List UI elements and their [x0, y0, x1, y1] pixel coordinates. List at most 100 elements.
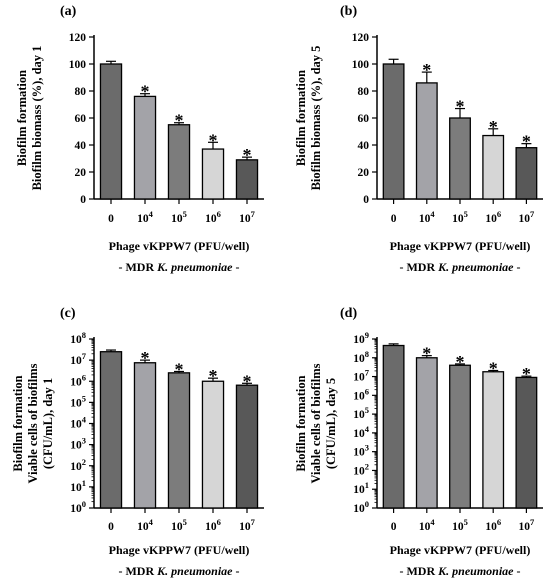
x-tick-label: 0 [108, 521, 114, 533]
y-axis-label: (CFU/mL), day 5 [324, 378, 338, 469]
x-tick-label: 106 [485, 209, 501, 225]
significance-star: * [456, 352, 465, 372]
bar [133, 362, 157, 509]
chart-panel-d: (d) Biofilm formation Viable cells of biof… [294, 306, 543, 578]
significance-star: * [522, 364, 531, 384]
significance-star: * [141, 348, 150, 368]
significance-star: * [243, 371, 252, 391]
y-tick-label: 80 [75, 86, 87, 98]
bar [415, 357, 438, 509]
y-tick-label: 20 [75, 167, 87, 179]
y-tick-label: 108 [353, 349, 369, 365]
chart-subtitle: - MDR K. pneumoniae - [118, 260, 239, 274]
y-axis-label: Biofilm formation [294, 70, 308, 166]
y-tick-label: 106 [353, 386, 369, 402]
chart-panel-c: (c) Biofilm formation Viable cells of biof… [11, 306, 264, 578]
significance-star: * [141, 82, 150, 102]
bar [235, 384, 259, 509]
x-tick-label: 105 [452, 209, 468, 225]
y-tick-label: 60 [75, 113, 87, 125]
significance-star: * [175, 359, 184, 379]
y-axis-label: Biofilm biomass (%), day 1 [30, 46, 44, 191]
chart-subtitle: - MDR K. pneumoniae - [399, 260, 520, 274]
bar [201, 148, 225, 200]
bar [449, 117, 471, 200]
y-axis-label: Biofilm formation [15, 70, 29, 166]
y-tick-label: 104 [70, 415, 87, 431]
y-tick-label: 100 [352, 59, 370, 71]
x-axis-label: Phage vKPPW7 (PFU/well) [109, 239, 250, 253]
y-tick-label: 80 [358, 86, 370, 98]
x-tick-label: 105 [452, 517, 468, 533]
bar [201, 380, 225, 509]
y-tick-label: 107 [353, 368, 370, 384]
x-tick-label: 104 [419, 517, 436, 533]
x-tick-label: 104 [419, 209, 436, 225]
chart-subtitle: - MDR K. pneumoniae - [399, 564, 520, 578]
significance-star: * [209, 130, 218, 150]
bar [167, 124, 191, 200]
y-tick-label: 100 [353, 499, 369, 515]
significance-star: * [489, 117, 498, 137]
x-tick-label: 107 [239, 209, 256, 225]
bar [482, 134, 505, 200]
panel-label: (a) [60, 4, 77, 19]
x-tick-label: 107 [519, 209, 536, 225]
y-tick-label: 40 [75, 140, 87, 152]
panel-label: (b) [340, 4, 357, 19]
bar [382, 344, 405, 509]
y-tick-label: 102 [353, 461, 369, 477]
y-axis-label: Viable cells of biofilms [309, 363, 323, 483]
significance-star: * [489, 359, 498, 379]
y-tick-label: 0 [363, 194, 369, 206]
y-tick-label: 101 [353, 480, 369, 496]
bar [482, 371, 505, 509]
y-tick-label: 109 [353, 330, 369, 346]
x-tick-label: 105 [171, 209, 187, 225]
y-tick-label: 103 [70, 436, 86, 452]
x-tick-label: 104 [137, 517, 154, 533]
y-tick-label: 103 [353, 443, 369, 459]
bar [449, 364, 471, 509]
x-axis-label: Phage vKPPW7 (PFU/well) [390, 239, 531, 253]
x-axis-label: Phage vKPPW7 (PFU/well) [109, 543, 250, 557]
chart-panel-b: (b) Biofilm formation Biofilm biomass (%),… [294, 4, 543, 274]
y-tick-label: 0 [80, 194, 86, 206]
significance-star: * [209, 366, 218, 386]
chart-panel-a: (a) Biofilm formation Biofilm biomass (%),… [15, 4, 264, 274]
y-tick-label: 101 [70, 478, 86, 494]
y-tick-label: 107 [70, 351, 87, 367]
y-axis-label: Biofilm formation [11, 375, 25, 471]
y-tick-label: 102 [70, 457, 86, 473]
significance-star: * [522, 132, 531, 152]
chart-subtitle: - MDR K. pneumoniae - [118, 564, 239, 578]
panel-label: (c) [60, 306, 76, 321]
bar [235, 159, 259, 200]
bar [99, 351, 123, 509]
significance-star: * [422, 344, 431, 364]
bar [515, 376, 538, 509]
x-tick-label: 0 [108, 213, 114, 225]
bar [415, 82, 438, 200]
x-axis-label: Phage vKPPW7 (PFU/well) [390, 543, 531, 557]
y-tick-label: 108 [70, 330, 86, 346]
bar [133, 95, 157, 200]
x-tick-label: 104 [137, 209, 154, 225]
y-tick-label: 20 [358, 167, 370, 179]
significance-star: * [456, 97, 465, 117]
x-tick-label: 0 [391, 521, 397, 533]
y-tick-label: 104 [353, 424, 370, 440]
y-axis-label: Biofilm biomass (%), day 5 [309, 46, 323, 191]
x-tick-label: 105 [171, 517, 187, 533]
significance-star: * [175, 111, 184, 131]
y-tick-label: 105 [70, 393, 86, 409]
y-tick-label: 106 [70, 372, 86, 388]
y-axis-label: Biofilm formation [294, 375, 308, 471]
x-tick-label: 106 [205, 517, 221, 533]
x-tick-label: 107 [239, 517, 256, 533]
y-tick-label: 60 [358, 113, 370, 125]
y-tick-label: 120 [69, 32, 87, 44]
significance-star: * [243, 145, 252, 165]
y-tick-label: 105 [353, 405, 369, 421]
